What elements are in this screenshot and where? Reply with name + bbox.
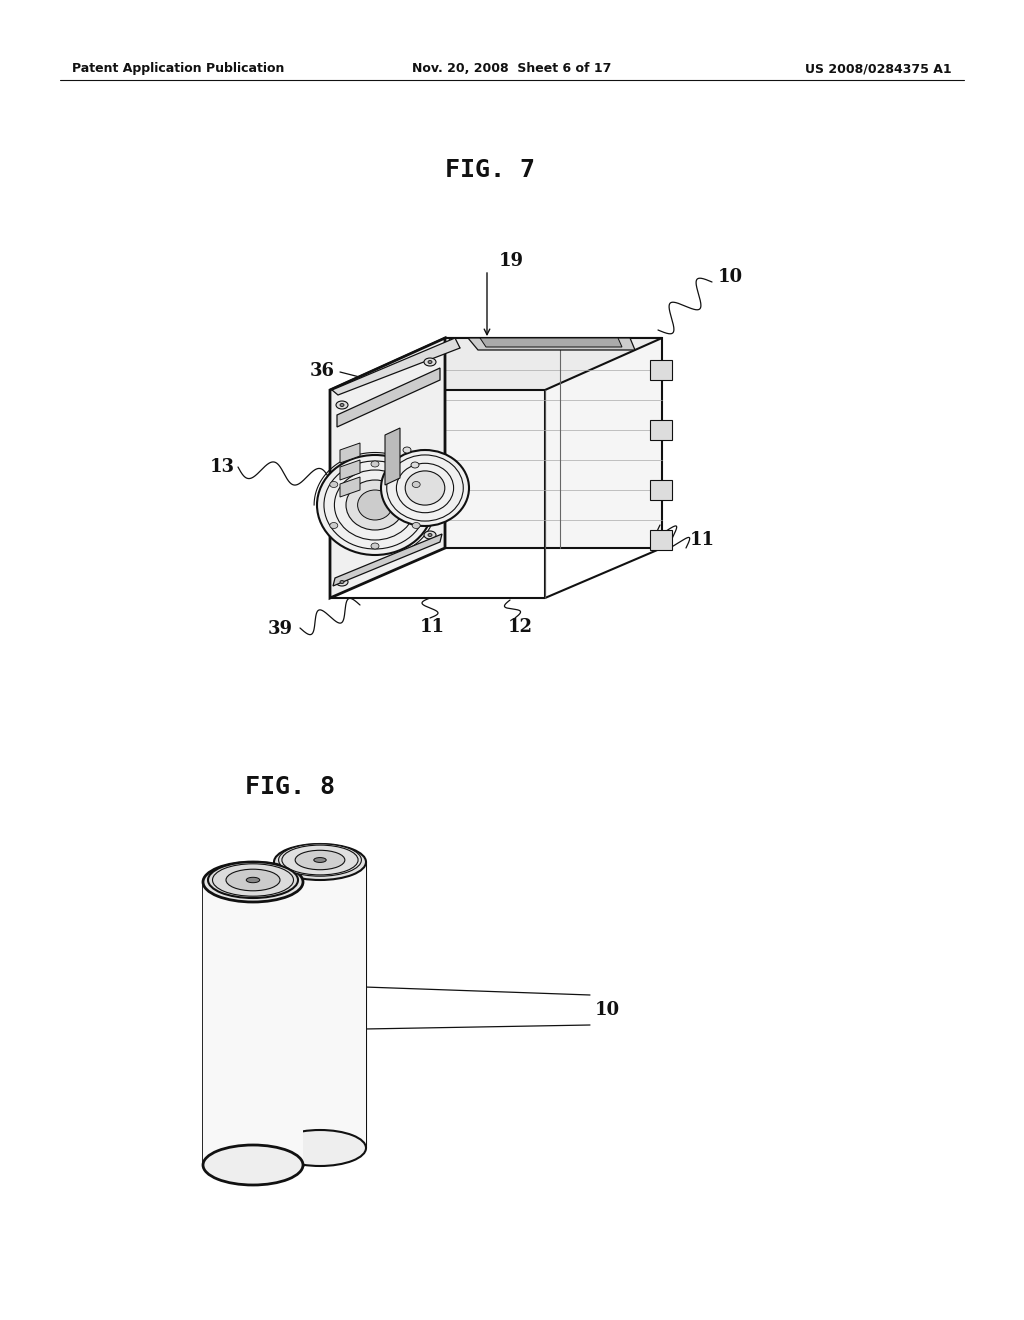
Ellipse shape — [381, 450, 469, 525]
Text: 13: 13 — [210, 458, 234, 477]
Polygon shape — [650, 420, 672, 440]
Text: 10: 10 — [718, 268, 743, 286]
Ellipse shape — [424, 531, 436, 539]
Polygon shape — [203, 882, 303, 1166]
Polygon shape — [274, 862, 366, 1148]
Polygon shape — [340, 477, 360, 498]
Ellipse shape — [403, 447, 411, 453]
Polygon shape — [480, 338, 622, 347]
Ellipse shape — [208, 862, 298, 898]
Polygon shape — [330, 338, 445, 598]
Polygon shape — [650, 360, 672, 380]
Polygon shape — [333, 535, 442, 586]
Ellipse shape — [203, 1144, 303, 1185]
Text: FIG. 8: FIG. 8 — [245, 775, 335, 799]
Ellipse shape — [340, 404, 344, 407]
Polygon shape — [650, 531, 672, 550]
Ellipse shape — [203, 862, 303, 902]
Ellipse shape — [295, 850, 345, 870]
Ellipse shape — [346, 480, 404, 531]
Polygon shape — [330, 338, 662, 389]
Polygon shape — [337, 368, 440, 426]
Text: 19: 19 — [499, 252, 524, 271]
Text: 39: 39 — [268, 620, 293, 638]
Ellipse shape — [274, 1130, 366, 1166]
Text: 11: 11 — [420, 618, 444, 636]
Text: 12: 12 — [508, 618, 532, 636]
Text: US 2008/0284375 A1: US 2008/0284375 A1 — [805, 62, 952, 75]
Ellipse shape — [330, 482, 338, 487]
Ellipse shape — [428, 360, 432, 363]
Text: Nov. 20, 2008  Sheet 6 of 17: Nov. 20, 2008 Sheet 6 of 17 — [413, 62, 611, 75]
Ellipse shape — [313, 858, 327, 862]
Ellipse shape — [413, 482, 420, 487]
Ellipse shape — [336, 578, 348, 586]
Ellipse shape — [371, 543, 379, 549]
Polygon shape — [385, 428, 400, 484]
Polygon shape — [332, 338, 460, 395]
Ellipse shape — [411, 462, 419, 469]
Polygon shape — [650, 480, 672, 500]
Text: 36: 36 — [310, 362, 335, 380]
Ellipse shape — [428, 533, 432, 536]
Ellipse shape — [246, 878, 260, 883]
Polygon shape — [445, 338, 662, 548]
Ellipse shape — [357, 490, 392, 520]
Polygon shape — [468, 338, 635, 350]
Text: FIG. 7: FIG. 7 — [445, 158, 535, 182]
Ellipse shape — [371, 461, 379, 467]
Ellipse shape — [274, 843, 366, 880]
Polygon shape — [340, 459, 360, 480]
Ellipse shape — [406, 471, 444, 506]
Text: 11: 11 — [690, 531, 715, 549]
Ellipse shape — [279, 843, 361, 876]
Ellipse shape — [226, 869, 280, 891]
Text: Patent Application Publication: Patent Application Publication — [72, 62, 285, 75]
Text: 10: 10 — [595, 1001, 621, 1019]
Ellipse shape — [340, 581, 344, 583]
Ellipse shape — [336, 401, 348, 409]
Ellipse shape — [424, 358, 436, 366]
Ellipse shape — [413, 523, 420, 528]
Ellipse shape — [330, 523, 338, 528]
Polygon shape — [340, 444, 360, 463]
Ellipse shape — [317, 455, 433, 554]
